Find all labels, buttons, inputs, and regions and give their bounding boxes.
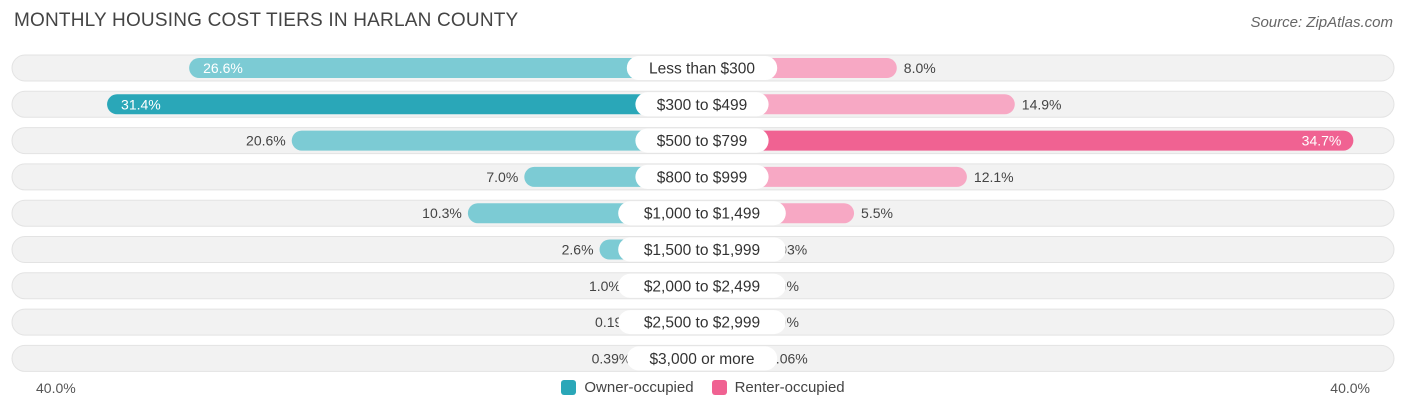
category-label: $1,500 to $1,999 [644,242,760,259]
renter-bar [702,94,1015,115]
renter-value-label: 8.0% [904,60,936,76]
legend: Owner-occupied Renter-occupied [0,379,1406,396]
owner-value-label: 20.6% [246,133,286,149]
category-label: $800 to $999 [657,169,748,186]
renter-value-label: 0.06% [768,350,808,366]
category-pill [618,273,786,298]
category-label: $3,000 or more [649,351,754,368]
bar-row: 10.3% 5.5% $1,000 to $1,499 [11,199,1395,227]
bar-row: 26.6% 8.0% Less than $300 [11,54,1395,82]
category-label: $1,000 to $1,499 [644,206,760,223]
owner-bar [291,130,702,151]
legend-label-renter: Renter-occupied [734,379,845,396]
owner-value-label: 31.4% [121,96,161,112]
owner-value-label: 2.6% [562,242,594,258]
category-pill [635,128,769,153]
renter-bar [702,130,1354,151]
chart-title: MONTHLY HOUSING COST TIERS IN HARLAN COU… [14,10,519,31]
category-pill [618,237,786,262]
category-label: Less than $300 [649,61,755,78]
chart-source: Source: ZipAtlas.com [1250,14,1393,31]
owner-bar [189,58,702,78]
owner-bar [107,94,702,115]
category-label: $500 to $799 [657,133,748,150]
bar-row: 0.39% 0.06% $3,000 or more [11,344,1395,372]
category-pill [626,346,778,371]
legend-item-owner: Owner-occupied [561,379,694,396]
bar-row: 2.6% 0.03%$1,500 to $1,999 [11,236,1395,263]
category-pill [618,201,786,226]
category-label: $300 to $499 [657,97,748,114]
bar-row: 1.0%0.0%$2,000 to $2,499 [11,272,1395,300]
category-pill [618,310,786,335]
category-pill [626,56,778,80]
housing-cost-chart: 26.6% 8.0% Less than $300 31.4% 14.9% $300 to… [11,54,1395,372]
bar-row: 20.6% 34.7% $500 to $799 [11,127,1395,155]
category-pill [635,164,769,189]
owner-value-label: 0.39% [592,350,632,366]
category-label: $2,500 to $2,999 [644,315,760,332]
axis-right-label: 40.0% [1330,380,1370,396]
legend-label-owner: Owner-occupied [584,379,694,396]
renter-bar [702,166,967,187]
bar-row: 0.19%0.0%$2,500 to $2,999 [11,308,1395,336]
owner-value-label: 7.0% [486,169,518,185]
axis-left-label: 40.0% [36,380,76,396]
owner-value-label: 26.6% [203,60,243,76]
legend-swatch-owner [561,380,577,395]
bar-row: 7.0% 12.1% $800 to $999 [11,163,1395,191]
bar-row: 31.4% 14.9% $300 to $499 [11,90,1395,118]
legend-item-renter: Renter-occupied [711,379,845,396]
legend-swatch-renter [711,380,727,395]
renter-value-label: 14.9% [1022,96,1062,112]
owner-value-label: 1.0% [589,278,621,294]
owner-value-label: 10.3% [422,205,462,221]
renter-value-label: 5.5% [861,205,893,221]
category-label: $2,000 to $2,499 [644,278,760,295]
category-pill [635,92,769,117]
renter-value-label: 12.1% [974,169,1014,185]
renter-value-label: 34.7% [1302,133,1342,149]
